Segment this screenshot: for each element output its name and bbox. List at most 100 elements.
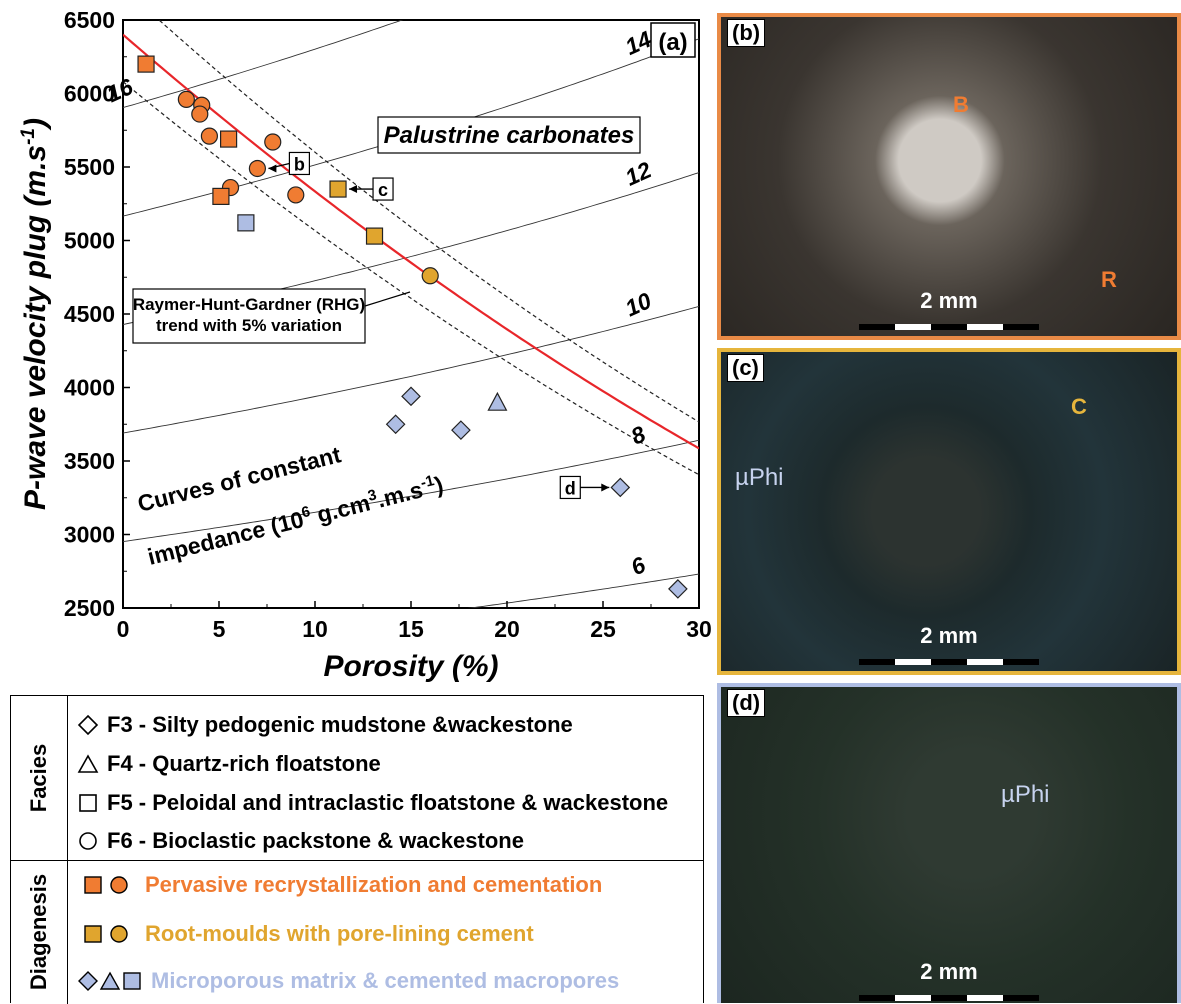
panel-label-box <box>650 22 696 58</box>
y-tick-label: 5000 <box>64 228 115 254</box>
rhg-label-text: trend with 5% variation <box>156 316 342 335</box>
legend-text: Root-moulds with pore-lining cement <box>145 921 534 946</box>
data-point-diamond <box>401 386 421 407</box>
callout-box <box>559 475 581 500</box>
rhg-leader-line <box>364 291 411 307</box>
callout-box <box>288 151 310 176</box>
y-tick-label: 5500 <box>64 154 115 180</box>
data-point-circle <box>287 186 305 204</box>
y-tick-label: 4500 <box>64 301 115 327</box>
data-points <box>137 55 688 599</box>
legend-facies-row: F5 - Peloidal and intraclastic floatston… <box>77 788 668 818</box>
yellow-square-circle-icon <box>84 925 128 943</box>
legend: Facies F3 - Silty pedogenic mudstone &wa… <box>10 695 704 1004</box>
legend-facies-section: Facies F3 - Silty pedogenic mudstone &wa… <box>11 696 703 861</box>
data-point-square <box>365 227 384 245</box>
y-axis-label: P-wave velocity plug (m.s-1) <box>18 118 52 510</box>
micrograph-label: (b) <box>727 19 766 47</box>
y-tick-label: 4000 <box>64 375 115 401</box>
region-label: Palustrine carbonates <box>377 116 641 154</box>
orange-square-circle-icon <box>84 876 128 894</box>
rhg-label-text: Raymer-Hunt-Gardner (RHG) <box>133 295 365 314</box>
triangle-icon <box>77 754 99 773</box>
x-tick-label: 15 <box>398 616 424 642</box>
impedance-curves <box>123 20 699 608</box>
x-tick-label: 30 <box>686 616 712 642</box>
x-tick-label: 0 <box>117 616 130 642</box>
scale-label: 2 mm <box>920 288 978 313</box>
scale-label: 2 mm <box>920 959 978 984</box>
data-point-diamond <box>451 420 471 440</box>
callout-label: c <box>378 180 388 200</box>
scale-bar <box>859 995 1039 1001</box>
rhg-label: Raymer-Hunt-Gardner (RHG) trend with 5% v… <box>132 288 411 344</box>
impedance-curve-16 <box>123 20 404 109</box>
annotation-b: B <box>953 92 969 117</box>
scale-bar <box>859 659 1039 665</box>
region-label-box <box>377 116 641 154</box>
data-point-circle <box>264 133 282 151</box>
x-tick-label: 20 <box>494 616 520 642</box>
data-point-circle <box>200 127 218 145</box>
data-point-square <box>220 130 238 148</box>
blue-diamond-triangle-square-icon <box>78 971 141 991</box>
data-point-circle <box>191 105 209 123</box>
x-tick-label: 5 <box>213 616 226 642</box>
impedance-curve-8 <box>123 439 699 543</box>
micrograph-label: (d) <box>727 689 766 717</box>
legend-diagenesis-row: Microporous matrix & cemented macropores <box>77 966 619 996</box>
legend-text: F5 - Peloidal and intraclastic floatston… <box>107 790 669 815</box>
legend-facies-title: Facies <box>26 743 51 813</box>
data-point-triangle <box>487 391 508 411</box>
data-point-square <box>237 214 255 232</box>
legend-text: F4 - Quartz-rich floatstone <box>107 751 381 776</box>
x-tick-label: 10 <box>302 616 328 642</box>
y-tick-label: 2500 <box>64 595 115 621</box>
callout-d: d <box>559 475 610 500</box>
data-point-diamond <box>385 414 406 435</box>
data-point-circle <box>421 267 439 285</box>
legend-diagenesis-row: Root-moulds with pore-lining cement <box>77 919 534 949</box>
legend-facies-row: F4 - Quartz-rich floatstone <box>77 749 381 779</box>
panel-label: (a) <box>650 22 696 58</box>
callout-label: d <box>565 478 576 498</box>
legend-facies-row: F3 - Silty pedogenic mudstone &wackeston… <box>77 710 573 740</box>
scatter-chart: 0 5 10 15 20 25 30 2500 3000 3500 4000 4500 5000 5500… <box>18 7 712 683</box>
y-tick-label: 3000 <box>64 522 115 548</box>
panel-label-text: (a) <box>658 29 687 56</box>
legend-diagenesis-row: Pervasive recrystallization and cementat… <box>77 870 602 900</box>
x-axis-label: Porosity (%) <box>323 650 498 683</box>
legend-diagenesis-title: Diagenesis <box>26 873 51 991</box>
scale-label: 2 mm <box>920 623 978 648</box>
axis-ticks: 0 5 10 15 20 25 30 2500 3000 3500 4000 4500 5000 5500… <box>18 7 712 683</box>
y-tick-label: 6000 <box>64 81 115 107</box>
annotation-c: C <box>1071 394 1087 419</box>
data-point-circle <box>248 159 266 178</box>
legend-text: Pervasive recrystallization and cementat… <box>145 872 603 897</box>
annotation-r: R <box>1101 267 1117 292</box>
data-point-diamond <box>610 477 631 498</box>
scale-bar <box>859 324 1039 330</box>
data-point-circle <box>177 90 195 108</box>
legend-facies-row: F6 - Bioclastic packstone & wackestone <box>77 826 524 856</box>
circle-icon <box>79 832 97 850</box>
callout-arrowhead <box>268 164 277 173</box>
annotation-microporosity: µPhi <box>1001 781 1050 808</box>
square-icon <box>79 794 97 812</box>
rhg-lower-bound <box>123 81 699 476</box>
y-tick-label: 6500 <box>64 7 115 33</box>
y-tick-label: 3500 <box>64 448 115 474</box>
callout-label: b <box>294 154 305 174</box>
micrograph-d: (d) µPhi 2 mm <box>717 683 1181 1003</box>
impedance-curve-6 <box>467 573 699 608</box>
callout-b: b <box>268 151 310 176</box>
micrograph-label: (c) <box>727 354 764 382</box>
data-point-square <box>137 55 155 73</box>
legend-text: F6 - Bioclastic packstone & wackestone <box>107 828 524 853</box>
micrograph-b: (b) B R 2 mm <box>717 13 1181 340</box>
callout-c: c <box>349 177 394 201</box>
x-tick-label: 25 <box>590 616 616 642</box>
legend-diagenesis-section: Diagenesis Pervasive recrystallization a… <box>11 860 703 1004</box>
rhg-label-box <box>132 288 366 344</box>
data-point-diamond <box>668 579 688 599</box>
